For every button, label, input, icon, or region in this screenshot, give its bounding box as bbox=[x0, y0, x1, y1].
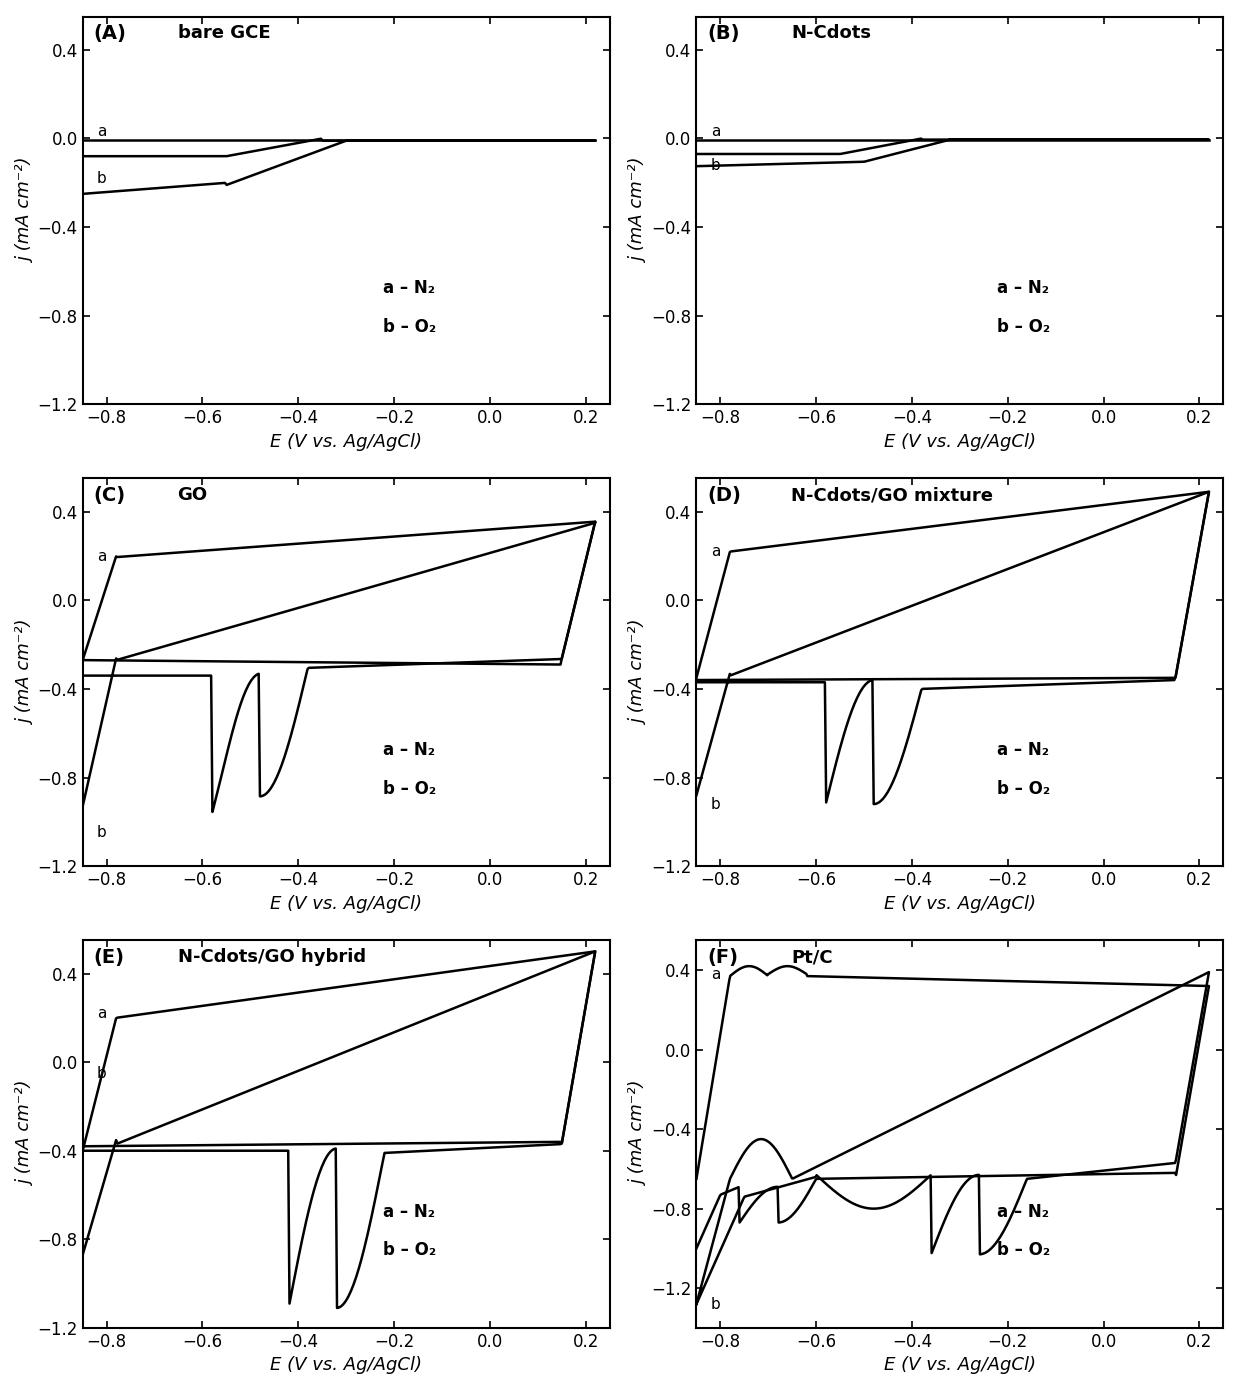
Text: b: b bbox=[711, 157, 720, 172]
Text: N-Cdots/GO hybrid: N-Cdots/GO hybrid bbox=[177, 949, 366, 965]
Text: (C): (C) bbox=[93, 487, 125, 505]
Text: a – N₂: a – N₂ bbox=[383, 741, 435, 759]
Text: a: a bbox=[97, 548, 107, 563]
Text: a – N₂: a – N₂ bbox=[383, 1203, 435, 1221]
Text: (A): (A) bbox=[93, 25, 126, 43]
Text: (E): (E) bbox=[93, 949, 124, 967]
Y-axis label: j (mA cm⁻²): j (mA cm⁻²) bbox=[630, 1082, 649, 1187]
Text: b: b bbox=[97, 825, 107, 840]
Text: a – N₂: a – N₂ bbox=[997, 280, 1049, 298]
Y-axis label: j (mA cm⁻²): j (mA cm⁻²) bbox=[16, 1082, 35, 1187]
X-axis label: E (V vs. Ag/AgCl): E (V vs. Ag/AgCl) bbox=[270, 894, 422, 912]
Y-axis label: j (mA cm⁻²): j (mA cm⁻²) bbox=[16, 159, 35, 263]
Text: a – N₂: a – N₂ bbox=[383, 280, 435, 298]
Text: b – O₂: b – O₂ bbox=[383, 317, 436, 335]
Y-axis label: j (mA cm⁻²): j (mA cm⁻²) bbox=[630, 620, 649, 725]
Text: b – O₂: b – O₂ bbox=[997, 317, 1050, 335]
Text: b: b bbox=[711, 1296, 720, 1312]
Text: b: b bbox=[97, 1066, 107, 1081]
Y-axis label: j (mA cm⁻²): j (mA cm⁻²) bbox=[16, 620, 35, 725]
Text: a: a bbox=[711, 967, 720, 982]
Text: bare GCE: bare GCE bbox=[177, 25, 270, 42]
Text: N-Cdots/GO mixture: N-Cdots/GO mixture bbox=[791, 487, 993, 504]
Text: a: a bbox=[711, 124, 720, 139]
Text: Pt/C: Pt/C bbox=[791, 949, 833, 965]
Text: b – O₂: b – O₂ bbox=[383, 779, 436, 797]
Text: a – N₂: a – N₂ bbox=[997, 741, 1049, 759]
X-axis label: E (V vs. Ag/AgCl): E (V vs. Ag/AgCl) bbox=[270, 1356, 422, 1374]
X-axis label: E (V vs. Ag/AgCl): E (V vs. Ag/AgCl) bbox=[884, 433, 1035, 451]
Text: N-Cdots: N-Cdots bbox=[791, 25, 872, 42]
X-axis label: E (V vs. Ag/AgCl): E (V vs. Ag/AgCl) bbox=[884, 1356, 1035, 1374]
Text: a: a bbox=[711, 544, 720, 559]
Text: a: a bbox=[97, 124, 107, 139]
Text: (D): (D) bbox=[707, 487, 740, 505]
Text: GO: GO bbox=[177, 487, 207, 504]
X-axis label: E (V vs. Ag/AgCl): E (V vs. Ag/AgCl) bbox=[270, 433, 422, 451]
Text: a: a bbox=[97, 1006, 107, 1021]
Text: (F): (F) bbox=[707, 949, 738, 967]
Text: b – O₂: b – O₂ bbox=[997, 1241, 1050, 1259]
Text: a – N₂: a – N₂ bbox=[997, 1203, 1049, 1221]
Text: (B): (B) bbox=[707, 25, 739, 43]
Text: b: b bbox=[711, 797, 720, 811]
Text: b – O₂: b – O₂ bbox=[383, 1241, 436, 1259]
Y-axis label: j (mA cm⁻²): j (mA cm⁻²) bbox=[630, 159, 649, 263]
Text: b: b bbox=[97, 171, 107, 186]
Text: b – O₂: b – O₂ bbox=[997, 779, 1050, 797]
X-axis label: E (V vs. Ag/AgCl): E (V vs. Ag/AgCl) bbox=[884, 894, 1035, 912]
